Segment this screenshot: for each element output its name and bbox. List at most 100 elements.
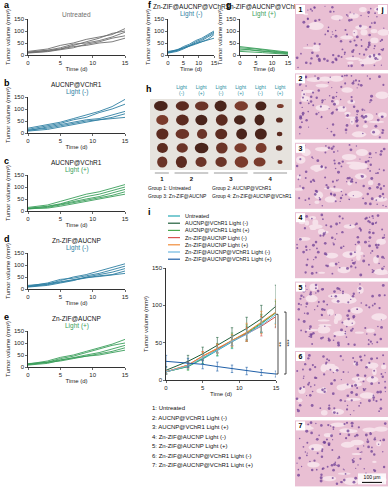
svg-text:3: 3	[299, 145, 303, 152]
svg-text:Light (-): Light (-)	[66, 244, 88, 252]
svg-text:j: j	[380, 5, 383, 14]
svg-text:Group 4: Zn-ZIF@AUCNP@VChR1: Group 4: Zn-ZIF@AUCNP@VChR1	[212, 193, 292, 199]
svg-text:Light: Light	[176, 84, 187, 90]
svg-text:g: g	[226, 0, 232, 10]
svg-text:50: 50	[155, 340, 162, 346]
svg-text:100: 100	[14, 106, 25, 112]
svg-text:Light: Light	[275, 84, 286, 90]
svg-text:150: 150	[14, 250, 25, 256]
svg-text:0: 0	[21, 130, 25, 136]
svg-text:10: 10	[89, 294, 96, 300]
svg-text:10: 10	[195, 60, 202, 66]
svg-text:(-): (-)	[258, 90, 263, 96]
svg-text:0: 0	[238, 60, 242, 66]
svg-text:15: 15	[273, 385, 280, 391]
svg-text:5: 5	[59, 372, 63, 378]
svg-text:Group 2: AUCNP@VChR1: Group 2: AUCNP@VChR1	[212, 185, 271, 191]
svg-text:Time (d): Time (d)	[253, 66, 275, 72]
svg-text:Time (d): Time (d)	[210, 391, 232, 397]
svg-text:Tumor volume (mm³): Tumor volume (mm³)	[5, 9, 11, 65]
svg-text:AUCNP@VChR1 Light (-): AUCNP@VChR1 Light (-)	[185, 220, 248, 226]
svg-text:2: 2	[190, 176, 194, 182]
svg-text:100: 100	[14, 262, 25, 268]
svg-text:150: 150	[14, 16, 25, 22]
svg-text:Time (d): Time (d)	[65, 222, 87, 228]
svg-text:Untreated: Untreated	[185, 213, 209, 219]
svg-text:(+): (+)	[277, 90, 284, 96]
svg-text:5: 5	[254, 60, 258, 66]
svg-text:10: 10	[269, 60, 276, 66]
svg-text:Zn-ZIF@AUCNP@VChR1: Zn-ZIF@AUCNP@VChR1	[226, 3, 303, 10]
svg-text:AUCNP@VChR1 Light (+): AUCNP@VChR1 Light (+)	[185, 227, 250, 233]
svg-text:i: i	[148, 207, 151, 217]
svg-text:4: 4	[299, 214, 303, 221]
svg-text:15: 15	[122, 216, 129, 222]
svg-text:Zn-ZIF@AUCNP@VChR1 Light (+): Zn-ZIF@AUCNP@VChR1 Light (+)	[185, 256, 272, 262]
svg-text:100: 100	[14, 28, 25, 34]
svg-text:0: 0	[233, 52, 237, 58]
svg-text:AUCNP@VChR1: AUCNP@VChR1	[51, 159, 102, 166]
svg-text:Time (d): Time (d)	[65, 300, 87, 306]
svg-text:Light: Light	[255, 84, 266, 90]
svg-text:0: 0	[164, 385, 168, 391]
svg-text:1: Untreated: 1: Untreated	[152, 405, 185, 411]
svg-text:0: 0	[26, 216, 30, 222]
svg-text:3: 3	[229, 176, 233, 182]
svg-text:(-): (-)	[218, 90, 223, 96]
svg-text:Zn-ZIF@AUCNP: Zn-ZIF@AUCNP	[52, 237, 101, 244]
svg-text:e: e	[4, 312, 9, 322]
svg-text:5: 5	[59, 138, 63, 144]
svg-text:Tumor volume (mm³): Tumor volume (mm³)	[143, 296, 149, 352]
svg-text:Zn-ZIF@AUCNP: Zn-ZIF@AUCNP	[52, 315, 101, 322]
svg-text:5: Zn-ZIF@AUCNP Light (+): 5: Zn-ZIF@AUCNP Light (+)	[152, 443, 228, 449]
svg-text:Time (d): Time (d)	[65, 378, 87, 384]
svg-text:***: ***	[286, 339, 292, 347]
svg-text:150: 150	[226, 16, 237, 22]
svg-text:Untreated: Untreated	[62, 11, 91, 18]
svg-text:15: 15	[122, 60, 129, 66]
svg-text:100: 100	[226, 28, 237, 34]
svg-text:50: 50	[17, 274, 24, 280]
svg-text:0: 0	[21, 286, 25, 292]
svg-text:Tumor volume (mm³): Tumor volume (mm³)	[145, 9, 151, 65]
svg-text:15: 15	[122, 138, 129, 144]
svg-text:a: a	[4, 0, 10, 10]
svg-text:100 µm: 100 µm	[364, 474, 381, 480]
svg-text:150: 150	[14, 172, 25, 178]
svg-text:100: 100	[14, 184, 25, 190]
svg-text:100: 100	[152, 302, 163, 308]
svg-text:50: 50	[17, 196, 24, 202]
svg-text:0: 0	[21, 52, 25, 58]
svg-text:6: 6	[299, 353, 303, 360]
svg-text:150: 150	[14, 94, 25, 100]
svg-text:2: AUCNP@VChR1 Light (-): 2: AUCNP@VChR1 Light (-)	[152, 415, 227, 421]
svg-text:7: 7	[299, 422, 303, 429]
svg-text:Zn-ZIF@AUCNP Light (-): Zn-ZIF@AUCNP Light (-)	[185, 235, 247, 241]
svg-text:10: 10	[236, 385, 243, 391]
svg-text:10: 10	[89, 138, 96, 144]
svg-text:150: 150	[152, 265, 163, 271]
svg-text:Time (d): Time (d)	[65, 66, 87, 72]
svg-text:0: 0	[21, 208, 25, 214]
svg-text:10: 10	[89, 60, 96, 66]
svg-text:50: 50	[17, 40, 24, 46]
svg-text:0: 0	[21, 364, 25, 370]
svg-text:150: 150	[14, 328, 25, 334]
svg-text:(+): (+)	[198, 90, 205, 96]
svg-text:50: 50	[157, 40, 164, 46]
svg-text:b: b	[4, 78, 10, 88]
svg-text:50: 50	[17, 118, 24, 124]
svg-text:5: 5	[299, 284, 303, 291]
svg-text:5: 5	[201, 385, 205, 391]
svg-text:AUCNP@VChR1: AUCNP@VChR1	[51, 81, 102, 88]
svg-text:15: 15	[122, 372, 129, 378]
svg-text:Light: Light	[235, 84, 246, 90]
svg-text:Tumor volume (mm³): Tumor volume (mm³)	[217, 9, 223, 65]
svg-text:Light (-): Light (-)	[66, 88, 88, 96]
svg-text:5: 5	[59, 294, 63, 300]
svg-text:1: 1	[160, 176, 164, 182]
svg-text:Light: Light	[216, 84, 227, 90]
svg-text:10: 10	[89, 372, 96, 378]
svg-text:Light (-): Light (-)	[180, 10, 202, 18]
svg-text:Time (d): Time (d)	[180, 66, 202, 72]
